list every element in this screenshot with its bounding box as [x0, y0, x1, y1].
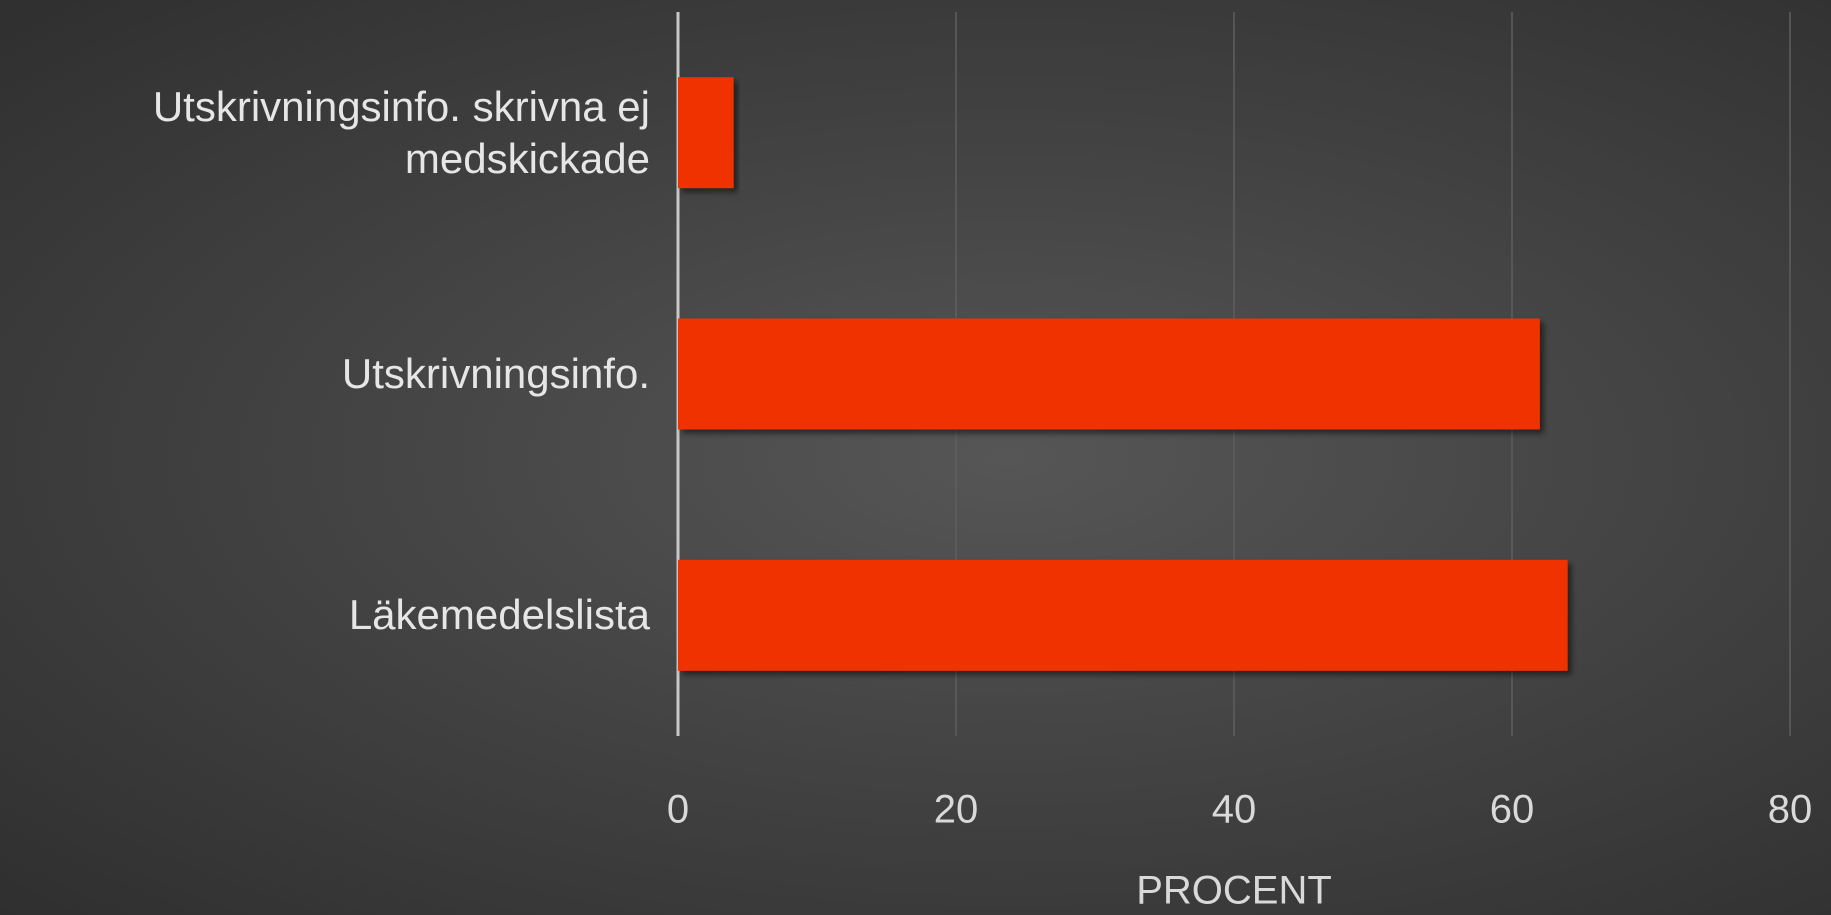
bar [678, 77, 734, 189]
x-tick-label: 40 [1212, 788, 1257, 832]
x-tick-label: 80 [1768, 788, 1813, 832]
bar [678, 559, 1568, 671]
y-tick-label: Läkemedelslista [348, 591, 650, 639]
x-axis-label: PROCENT [1136, 869, 1332, 913]
bar [678, 318, 1540, 430]
x-tick-label: 0 [667, 788, 689, 832]
x-tick-label: 20 [934, 788, 979, 832]
x-tick-label: 60 [1490, 788, 1535, 832]
y-tick-label: Utskrivningsinfo. [341, 350, 650, 397]
y-tick-label: Utskrivningsinfo. skrivna ej medskickade [152, 82, 650, 182]
